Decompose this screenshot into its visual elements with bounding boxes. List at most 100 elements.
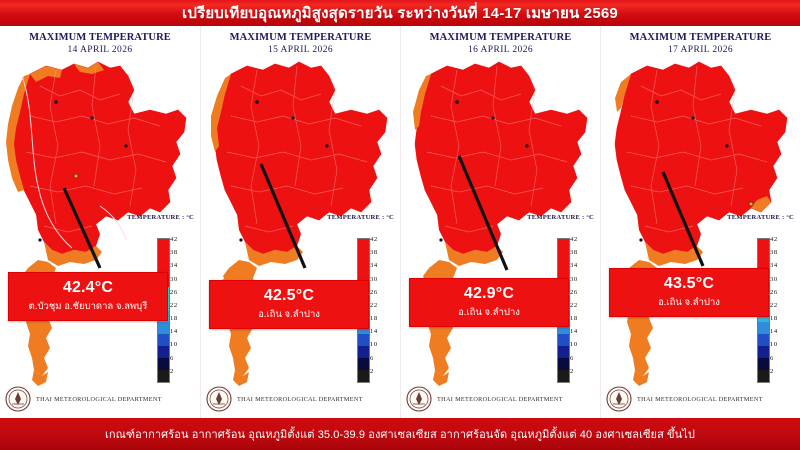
panel-header: MAXIMUM TEMPERATURE 14 APRIL 2026	[0, 32, 200, 55]
map-west-coast-warm	[413, 74, 431, 130]
panel-header: MAXIMUM TEMPERATURE 17 APRIL 2026	[601, 32, 800, 55]
map-province-borders	[25, 65, 167, 233]
colorbar-tick: 30	[570, 275, 578, 283]
map-panel[interactable]: MAXIMUM TEMPERATURE 15 APRIL 2026	[200, 26, 400, 418]
temperature-legend-label: TEMPERATURE : °C	[327, 214, 394, 221]
colorbar-tick-labels: 42 38 34 30 26 22 18 14 10 6 2	[570, 234, 592, 386]
colorbar-swatch	[158, 358, 169, 371]
max-temp-callout[interactable]: 42.5°C อ.เถิน จ.ลำปาง	[209, 280, 369, 329]
colorbar-tick: 2	[770, 367, 774, 375]
map-west-coast-warm	[615, 74, 771, 212]
colorbar-swatch	[558, 346, 569, 359]
colorbar-swatch	[758, 239, 769, 251]
colorbar-swatch	[158, 262, 169, 275]
panel-title: MAXIMUM TEMPERATURE	[429, 32, 572, 43]
colorbar-tick: 42	[370, 236, 378, 243]
map-province-borders	[626, 65, 768, 233]
map-station-markers	[239, 100, 329, 242]
colorbar-tick-labels: 42 38 34 30 26 22 18 14 10 6 2	[170, 234, 192, 386]
colorbar-tick: 38	[170, 249, 178, 257]
temperature-legend-label: TEMPERATURE : °C	[527, 214, 594, 221]
colorbar-swatch	[358, 262, 369, 275]
colorbar-swatch	[158, 346, 169, 359]
colorbar-tick-labels: 42 38 34 30 26 22 18 14 10 6 2	[770, 234, 792, 386]
max-temp-location: อ.เถิน จ.ลำปาง	[458, 306, 520, 318]
colorbar-tick: 2	[170, 367, 174, 375]
colorbar-tick: 34	[370, 262, 378, 270]
panel-date: 17 APRIL 2026	[667, 45, 734, 55]
max-temp-callout[interactable]: 42.4°C ต.บัวชุม อ.ชัยบาดาล จ.ลพบุรี	[8, 272, 168, 321]
department-name: THAI METEOROLOGICAL DEPARTMENT	[237, 395, 363, 403]
thailand-map[interactable]	[401, 56, 600, 396]
panel-footer: THAI METEOROLOGICAL DEPARTMENT	[601, 386, 800, 412]
colorbar-tick: 38	[770, 249, 778, 257]
colorbar-swatch	[358, 370, 369, 383]
map-scale-line	[62, 187, 102, 269]
page-title-bar: เปรียบเทียบอุณหภูมิสูงสุดรายวัน ระหว่างว…	[0, 0, 800, 26]
colorbar-tick: 26	[170, 288, 178, 296]
max-temp-location: อ.เถิน จ.ลำปาง	[258, 308, 320, 320]
panel-date: 14 APRIL 2026	[67, 45, 133, 55]
colorbar-swatch	[558, 370, 569, 383]
panel-title: MAXIMUM TEMPERATURE	[229, 32, 372, 43]
map-scale-line	[259, 163, 307, 269]
department-name: THAI METEOROLOGICAL DEPARTMENT	[36, 395, 162, 403]
colorbar-swatch	[558, 334, 569, 347]
panel-title: MAXIMUM TEMPERATURE	[629, 32, 772, 43]
colorbar-tick: 10	[570, 341, 578, 349]
department-name: THAI METEOROLOGICAL DEPARTMENT	[437, 395, 563, 403]
panel-title: MAXIMUM TEMPERATURE	[29, 32, 171, 43]
panel-footer: THAI METEOROLOGICAL DEPARTMENT	[201, 386, 400, 412]
colorbar-swatch	[158, 239, 169, 251]
colorbar-tick: 18	[570, 315, 578, 323]
map-panel[interactable]: MAXIMUM TEMPERATURE 16 APRIL 2026	[400, 26, 600, 418]
colorbar-tick: 6	[770, 354, 774, 362]
colorbar-swatch	[358, 239, 369, 251]
tmd-seal-icon	[5, 386, 31, 412]
colorbar-swatch	[358, 358, 369, 371]
tmd-seal-icon	[606, 386, 632, 412]
colorbar-swatch	[558, 262, 569, 275]
panel-header: MAXIMUM TEMPERATURE 16 APRIL 2026	[401, 32, 600, 55]
map-province-borders	[426, 65, 568, 233]
max-temp-callout[interactable]: 43.5°C อ.เถิน จ.ลำปาง	[609, 268, 769, 317]
colorbar-swatch	[558, 239, 569, 251]
colorbar-tick: 2	[370, 367, 374, 375]
colorbar-tick: 42	[570, 236, 578, 243]
colorbar-tick: 42	[170, 236, 178, 243]
colorbar-swatch	[758, 334, 769, 347]
temperature-legend-label: TEMPERATURE : °C	[727, 214, 794, 221]
max-temp-value: 42.9°C	[463, 285, 515, 302]
map-isobar-contour	[21, 75, 127, 249]
colorbar-tick: 14	[370, 328, 378, 336]
max-temp-callout[interactable]: 42.9°C อ.เถิน จ.ลำปาง	[409, 278, 569, 327]
footer-caption-bar: เกณฑ์อากาศร้อน อากาศร้อน อุณหภูมิตั้งแต่…	[0, 418, 800, 450]
colorbar-swatch	[758, 250, 769, 263]
colorbar-tick: 14	[170, 328, 178, 336]
colorbar-tick: 30	[170, 275, 178, 283]
map-scale-line	[661, 171, 705, 267]
colorbar-swatch	[358, 334, 369, 347]
map-panel[interactable]: MAXIMUM TEMPERATURE 17 APRIL 2026	[600, 26, 800, 418]
max-temp-value: 42.5°C	[263, 287, 315, 304]
temperature-legend-label: TEMPERATURE : °C	[127, 214, 194, 221]
colorbar-swatch	[758, 322, 769, 335]
colorbar-tick: 38	[570, 249, 578, 257]
colorbar-tick: 22	[570, 301, 578, 309]
colorbar-tick: 10	[170, 341, 178, 349]
panel-header: MAXIMUM TEMPERATURE 15 APRIL 2026	[201, 32, 400, 55]
max-temp-value: 42.4°C	[62, 279, 114, 296]
map-west-coast-warm	[6, 62, 104, 192]
colorbar-swatch	[158, 370, 169, 383]
colorbar-swatch	[758, 358, 769, 371]
colorbar-tick: 6	[370, 354, 374, 362]
colorbar-tick: 14	[770, 328, 778, 336]
map-panel[interactable]: MAXIMUM TEMPERATURE 14 APRIL 2026	[0, 26, 200, 418]
colorbar-swatch	[158, 250, 169, 263]
max-temp-location: อ.เถิน จ.ลำปาง	[658, 296, 720, 308]
colorbar-swatch	[158, 322, 169, 335]
panel-date: 15 APRIL 2026	[267, 45, 334, 55]
colorbar-tick: 6	[570, 354, 574, 362]
colorbar-tick: 6	[170, 354, 174, 362]
panel-footer: THAI METEOROLOGICAL DEPARTMENT	[401, 386, 600, 412]
